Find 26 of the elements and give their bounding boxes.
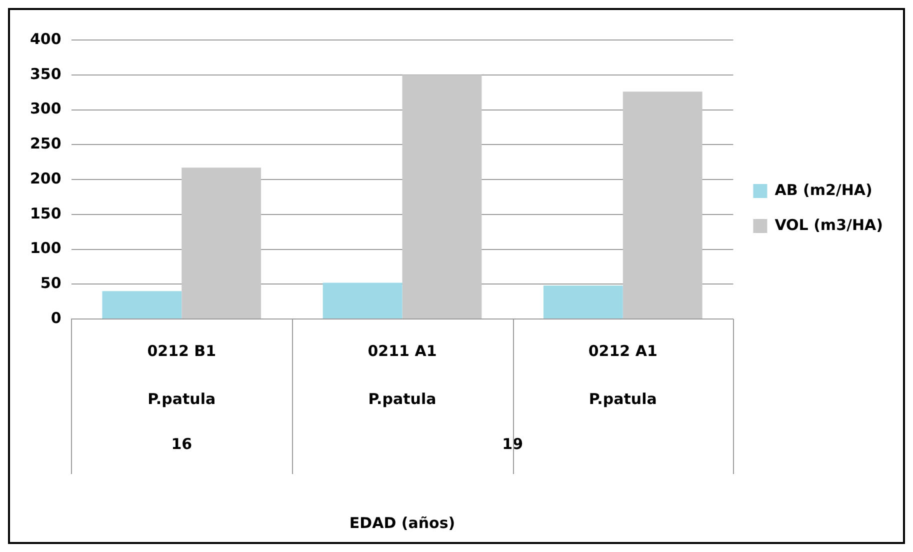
- y-tick-label: 150: [30, 204, 62, 222]
- legend-label: AB (m2/HA): [774, 180, 872, 199]
- bar: [102, 291, 182, 318]
- y-tick-label: 400: [30, 30, 62, 48]
- bar: [322, 282, 402, 318]
- y-tick-label: 300: [30, 100, 62, 118]
- bar: [402, 74, 482, 318]
- text: EDAD (años): [349, 514, 456, 532]
- legend-label: VOL (m3/HA): [774, 216, 883, 234]
- y-tick-label: 50: [40, 274, 62, 292]
- y-tick-label: 200: [30, 169, 62, 188]
- x-tick-label: 0212 B1: [147, 342, 216, 360]
- y-tick-label: 350: [30, 64, 62, 83]
- bar: [182, 168, 262, 318]
- text: P.patula: [368, 390, 436, 408]
- text: 16: [171, 434, 192, 453]
- x-tick-label: 0211 A1: [368, 342, 437, 360]
- x-tick-label: 0212 A1: [588, 342, 658, 360]
- text: P.patula: [588, 390, 657, 408]
- text: P.patula: [148, 390, 216, 408]
- y-tick-label: 250: [30, 134, 62, 153]
- bar: [543, 286, 623, 318]
- y-tick-label: 100: [30, 239, 62, 258]
- bar: [622, 92, 702, 318]
- y-tick-label: 0: [50, 308, 62, 327]
- text: 19: [502, 434, 524, 453]
